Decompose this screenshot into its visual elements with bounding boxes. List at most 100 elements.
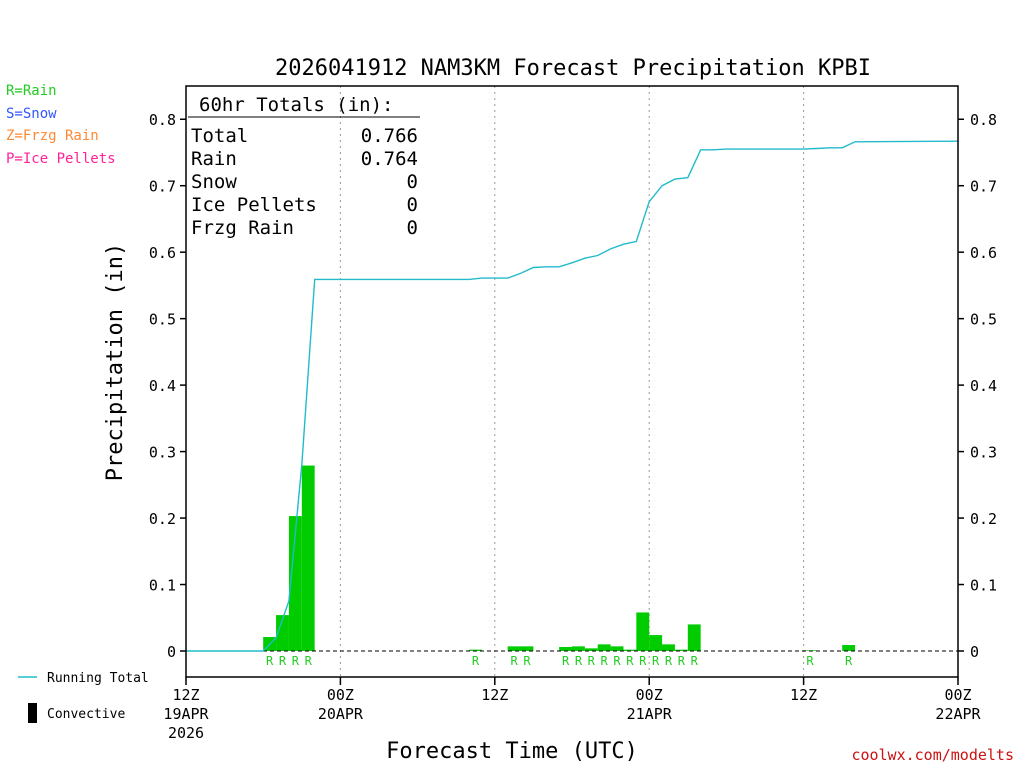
precip-bar-10	[597, 644, 611, 651]
precip-bar-9	[584, 648, 598, 651]
ytick-left-label-2: 0.2	[149, 510, 176, 528]
xtick-label-3: 00Z	[636, 686, 663, 704]
convective-legend-swatch	[28, 703, 37, 723]
precip-bar-4	[469, 649, 482, 651]
precip-bar-16	[674, 649, 688, 651]
totals-rain-value: 0.764	[361, 148, 418, 170]
totals-header: 60hr Totals (in):	[199, 94, 393, 116]
bottom-legend: Running Total Convective	[18, 671, 149, 723]
ytick-right-label-6: 0.6	[970, 244, 997, 262]
totals-ice-label: Ice Pellets	[191, 194, 317, 216]
precip-bar-13	[636, 612, 650, 651]
precip-bar-11	[610, 646, 624, 651]
ytick-left-label-3: 0.3	[149, 444, 176, 462]
precip-type-label-3: R	[305, 654, 313, 668]
y-axis-right: 0 0.1 0.2 0.3 0.4 0.5 0.6 0.7 0.8	[958, 111, 997, 661]
ytick-left-label-8: 0.8	[149, 111, 176, 129]
gridlines	[339, 86, 805, 677]
totals-box: 60hr Totals (in): Total 0.766 Rain 0.764…	[188, 94, 420, 239]
xtick-date-5: 22APR	[935, 705, 981, 723]
precip-bar-2	[288, 516, 302, 651]
precip-type-label-7: R	[562, 654, 570, 668]
ytick-right-label-5: 0.5	[970, 311, 997, 329]
xtick-date-0: 19APR	[163, 705, 209, 723]
xtick-date-3: 21APR	[627, 705, 673, 723]
precip-bar-3	[301, 465, 315, 651]
y-axis-left: 0 0.1 0.2 0.3 0.4 0.5 0.6 0.7 0.8	[149, 111, 186, 661]
xtick-label-2: 12Z	[481, 686, 508, 704]
legend-rain: R=Rain	[6, 83, 57, 99]
precip-type-label-2: R	[292, 654, 300, 668]
precip-type-label-18: R	[806, 654, 814, 668]
xtick-label-5: 00Z	[944, 686, 971, 704]
ytick-left-label-7: 0.7	[149, 178, 176, 196]
running-total-line	[186, 140, 959, 652]
precip-bar-17	[687, 624, 701, 651]
ytick-right-label-1: 0.1	[970, 577, 997, 595]
x-axis-label: Forecast Time (UTC)	[386, 739, 638, 764]
xtick-year-0: 2026	[168, 724, 204, 742]
precip-type-label-0: R	[266, 654, 274, 668]
precip-type-label-11: R	[613, 654, 621, 668]
ytick-left-label-6: 0.6	[149, 244, 176, 262]
totals-frzg-label: Frzg Rain	[191, 217, 294, 239]
plot-frame	[185, 85, 959, 678]
hourly-bars	[263, 465, 856, 651]
totals-rain-label: Rain	[191, 148, 237, 170]
legend-snow: S=Snow	[6, 105, 57, 122]
precip-bar-8	[572, 646, 585, 651]
precip-bar-14	[649, 635, 663, 651]
totals-total-value: 0.766	[361, 125, 418, 147]
precip-type-legend: R=Rain S=Snow Z=Frzg Rain P=Ice Pellets	[6, 80, 116, 170]
y-axis-label: Precipitation (in)	[103, 243, 128, 481]
precip-bar-6	[520, 646, 534, 651]
convective-legend-label: Convective	[47, 707, 125, 722]
precip-type-label-12: R	[626, 654, 634, 668]
precip-type-label-19: R	[845, 654, 853, 668]
precip-type-label-14: R	[652, 654, 660, 668]
xtick-label-4: 12Z	[790, 686, 817, 704]
chart-title: 2026041912 NAM3KM Forecast Precipitation…	[275, 56, 871, 81]
legend-frzg-rain: Z=Frzg Rain	[6, 128, 99, 144]
credit-link[interactable]: coolwx.com/modelts	[851, 746, 1014, 764]
ytick-right-label-0: 0	[970, 643, 979, 661]
ytick-left-label-4: 0.4	[149, 377, 176, 395]
precip-type-label-6: R	[523, 654, 531, 668]
ytick-right-label-8: 0.8	[970, 111, 997, 129]
ytick-right-label-7: 0.7	[970, 178, 997, 196]
running-total-legend-label: Running Total	[47, 671, 149, 686]
totals-ice-value: 0	[407, 194, 418, 216]
precip-bar-7	[559, 647, 572, 651]
precip-bar-5	[507, 646, 521, 651]
xtick-label-1: 00Z	[327, 686, 354, 704]
totals-total-label: Total	[191, 125, 248, 147]
xtick-date-1: 20APR	[318, 705, 364, 723]
precip-type-label-8: R	[575, 654, 583, 668]
ytick-left-label-1: 0.1	[149, 577, 176, 595]
ytick-left-label-5: 0.5	[149, 311, 176, 329]
ytick-right-label-2: 0.2	[970, 510, 997, 528]
ytick-left-label-0: 0	[167, 643, 176, 661]
precip-type-label-5: R	[510, 654, 518, 668]
precip-type-label-1: R	[279, 654, 287, 668]
ytick-right-label-4: 0.4	[970, 377, 997, 395]
precip-bar-12	[623, 649, 637, 651]
precip-type-label-13: R	[639, 654, 647, 668]
totals-frzg-value: 0	[407, 217, 418, 239]
precip-type-label-15: R	[665, 654, 673, 668]
precip-bar-19	[842, 645, 856, 651]
precip-type-label-9: R	[588, 654, 596, 668]
totals-snow-label: Snow	[191, 171, 237, 193]
ytick-right-label-3: 0.3	[970, 444, 997, 462]
precip-bar-1	[276, 615, 289, 651]
totals-snow-value: 0	[407, 171, 418, 193]
xtick-label-0: 12Z	[172, 686, 199, 704]
precip-type-label-17: R	[691, 654, 699, 668]
legend-ice-pellets: P=Ice Pellets	[6, 150, 116, 167]
precip-bar-15	[662, 644, 675, 651]
precip-type-label-4: R	[472, 654, 480, 668]
precip-type-label-10: R	[601, 654, 609, 668]
